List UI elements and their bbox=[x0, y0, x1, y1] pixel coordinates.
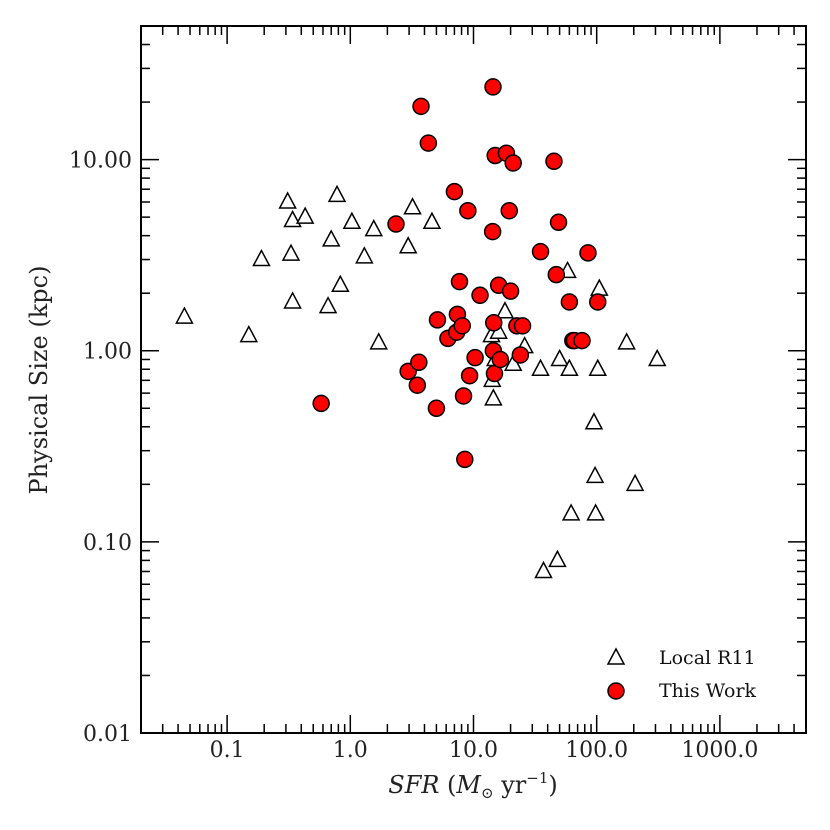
this-work-point bbox=[501, 282, 520, 300]
local-r11-point bbox=[617, 332, 636, 350]
y-tick-labels: 0.01 0.10 1.00 10.00 bbox=[69, 149, 132, 747]
local-r11-point bbox=[331, 274, 350, 293]
local-r11-point bbox=[585, 465, 605, 484]
this-work-point bbox=[589, 293, 607, 311]
this-work-point bbox=[471, 286, 489, 305]
x-axis-title: SFR (M⊙ yr−1) bbox=[388, 769, 558, 802]
local-r11-point bbox=[239, 325, 259, 343]
this-work-point bbox=[454, 387, 473, 405]
local-r11-point bbox=[342, 211, 362, 230]
minor-tick-marks bbox=[140, 25, 807, 733]
this-work-point bbox=[500, 201, 518, 220]
local-r11-point bbox=[534, 560, 553, 579]
local-r11-point bbox=[561, 503, 581, 521]
local-r11-point bbox=[318, 296, 338, 314]
plot-frame bbox=[140, 25, 807, 734]
local-r11-point bbox=[550, 348, 569, 367]
this-work-point bbox=[456, 450, 474, 469]
local-r11-point bbox=[355, 246, 374, 264]
y-tick-label: 1.00 bbox=[83, 340, 132, 365]
local-r11-point bbox=[647, 348, 667, 367]
local-r11-point bbox=[422, 211, 442, 230]
local-r11-point bbox=[584, 412, 604, 430]
this-work-point bbox=[427, 399, 446, 418]
legend: Local R11 This Work bbox=[606, 647, 757, 702]
this-work-point bbox=[573, 331, 591, 350]
this-work-point bbox=[466, 348, 484, 367]
local-r11-point bbox=[364, 219, 384, 237]
local-r11-point bbox=[175, 306, 194, 324]
local-r11-point bbox=[281, 243, 301, 261]
this-work-point bbox=[410, 353, 428, 372]
this-work-point bbox=[428, 311, 447, 329]
legend-circle-marker bbox=[607, 682, 625, 700]
legend-label-this-work: This Work bbox=[659, 680, 757, 702]
local-r11-point bbox=[484, 388, 503, 406]
this-work-point bbox=[545, 152, 563, 171]
this-work-point bbox=[312, 394, 330, 413]
local-r11-point bbox=[495, 301, 515, 319]
local-r11-point bbox=[590, 278, 609, 296]
this-work-point bbox=[484, 314, 503, 332]
local-r11-point bbox=[283, 291, 302, 309]
x-axis-title-open: ( bbox=[439, 771, 456, 799]
x-tick-label: 1000.0 bbox=[681, 738, 758, 763]
local-r11-point bbox=[398, 236, 418, 254]
this-work-point bbox=[459, 201, 477, 220]
local-r11-point bbox=[548, 549, 567, 568]
this-work-point bbox=[460, 366, 479, 385]
y-axis-title: Physical Size (kpc) bbox=[25, 266, 53, 495]
x-tick-label: 100.0 bbox=[565, 738, 628, 763]
x-axis-title-unit: yr bbox=[494, 771, 527, 799]
this-work-point bbox=[408, 376, 427, 394]
y-tick-label: 0.01 bbox=[83, 722, 132, 747]
x-axis-title-msun: M bbox=[455, 771, 482, 799]
local-r11-point bbox=[278, 191, 297, 209]
local-r11-point bbox=[327, 184, 347, 203]
this-work-point bbox=[484, 78, 502, 96]
this-work-point bbox=[483, 222, 502, 241]
this-work-point bbox=[511, 346, 530, 364]
local-r11-point bbox=[295, 206, 315, 224]
legend-label-local-r11: Local R11 bbox=[659, 647, 756, 669]
series-this-work bbox=[312, 78, 607, 469]
x-tick-label: 10.0 bbox=[449, 738, 498, 763]
local-r11-point bbox=[369, 332, 388, 350]
local-r11-point bbox=[321, 229, 341, 247]
this-work-point bbox=[412, 97, 430, 116]
this-work-point bbox=[504, 154, 522, 172]
x-axis-title-sun-symbol: ⊙ bbox=[481, 784, 494, 802]
this-work-point bbox=[387, 215, 405, 233]
x-axis-title-close: ) bbox=[548, 771, 557, 799]
this-work-point bbox=[549, 213, 568, 232]
x-tick-label: 0.1 bbox=[210, 738, 245, 763]
legend-triangle-marker bbox=[606, 647, 626, 665]
this-work-point bbox=[513, 317, 532, 335]
local-r11-point bbox=[560, 358, 579, 377]
this-work-point bbox=[579, 244, 597, 262]
this-work-point bbox=[453, 317, 471, 335]
this-work-point bbox=[445, 182, 464, 201]
this-work-point bbox=[491, 350, 510, 369]
x-axis-title-exponent: −1 bbox=[526, 769, 548, 787]
local-r11-point bbox=[403, 197, 422, 215]
this-work-point bbox=[531, 242, 550, 261]
x-axis-title-var: SFR bbox=[388, 771, 439, 799]
local-r11-point bbox=[283, 209, 302, 228]
x-tick-labels: 0.1 1.0 10.0 100.0 1000.0 bbox=[210, 738, 759, 763]
local-r11-point bbox=[625, 473, 645, 492]
local-r11-point bbox=[252, 248, 271, 267]
local-r11-point bbox=[531, 358, 550, 377]
y-tick-label: 10.00 bbox=[69, 149, 132, 174]
this-work-point bbox=[560, 293, 579, 311]
y-tick-label: 0.10 bbox=[83, 531, 132, 556]
this-work-point bbox=[547, 265, 566, 284]
local-r11-point bbox=[588, 358, 608, 377]
local-r11-point bbox=[586, 503, 605, 521]
this-work-point bbox=[450, 272, 469, 291]
x-tick-label: 1.0 bbox=[333, 738, 368, 763]
this-work-point bbox=[419, 134, 438, 152]
